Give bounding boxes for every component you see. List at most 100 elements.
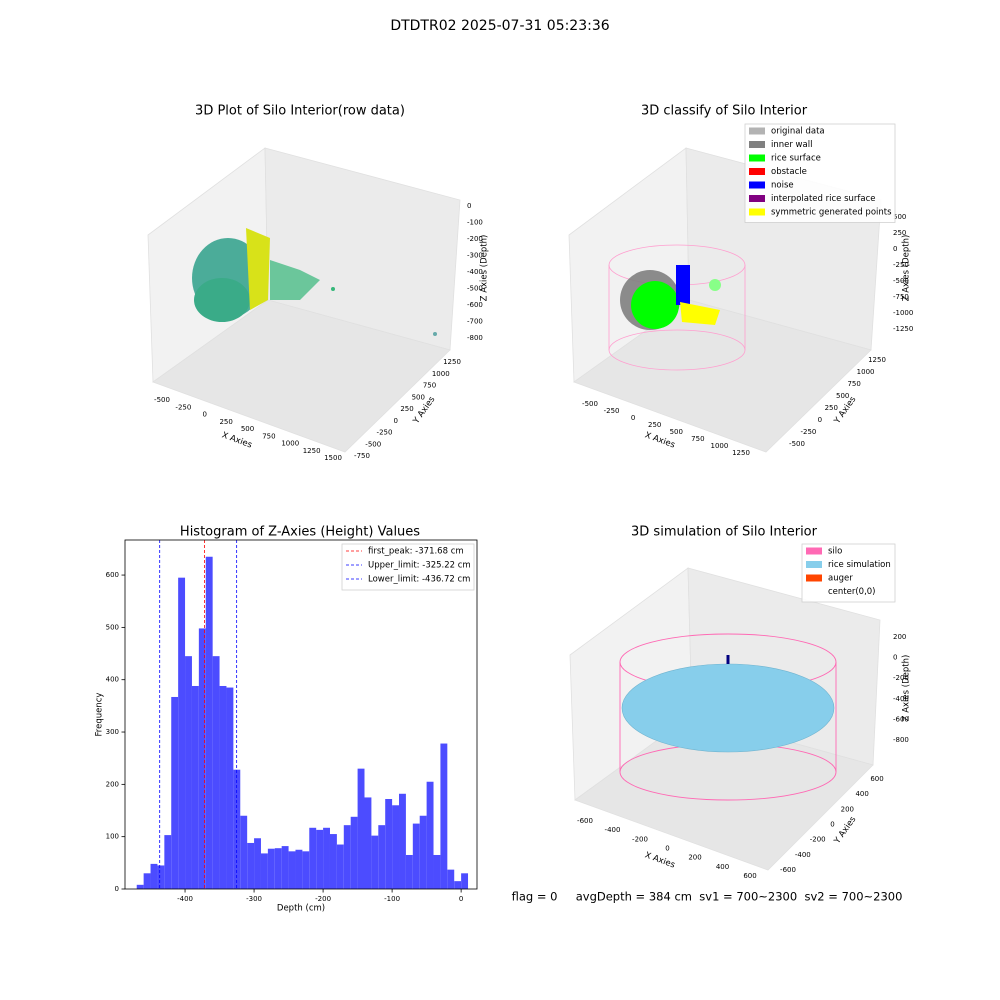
legend-label: Upper_limit: -325.22 cm: [368, 561, 471, 571]
x-tick-label: -400: [177, 895, 193, 903]
legend-box: [341, 543, 475, 591]
bar: [247, 842, 255, 889]
legend-swatch: [749, 168, 765, 175]
legend-label: center(0,0): [828, 587, 876, 597]
y-tick-label: 200: [106, 780, 119, 788]
bar: [440, 743, 448, 889]
y-tick-label: 500: [106, 623, 119, 631]
y-tick-label: -500: [789, 440, 805, 448]
bar: [461, 873, 469, 889]
z-tick-label: -1250: [893, 325, 913, 333]
legend-label: interpolated rice surface: [771, 194, 876, 204]
z-tick-label: 250: [893, 229, 906, 237]
y-tick-label: 200: [841, 805, 854, 813]
bar: [405, 854, 413, 889]
x-tick-label: 400: [716, 863, 729, 871]
bar: [371, 835, 379, 889]
z-tick-label: -300: [467, 252, 483, 260]
legend-swatch: [749, 181, 765, 189]
x-tick-label: -200: [315, 895, 331, 903]
x-tick-label: -250: [175, 403, 191, 411]
x-tick-label: 1250: [303, 447, 321, 455]
bar: [426, 781, 434, 889]
bar: [198, 628, 206, 889]
chart-title: 3D Plot of Silo Interior(row data): [195, 104, 405, 119]
bar: [336, 844, 344, 889]
x-tick-label: 1500: [324, 454, 342, 462]
legend-swatch: [749, 195, 765, 202]
x-tick-label: 250: [648, 421, 661, 429]
x-tick-label: 500: [241, 425, 254, 433]
x-tick-label: 500: [670, 428, 683, 436]
z-tick-label: 0: [893, 245, 897, 253]
x-tick-label: -200: [632, 835, 648, 843]
x-tick-label: -100: [384, 895, 400, 903]
bar: [205, 556, 213, 889]
z-axis-label: Z Axies (Depth): [902, 235, 912, 302]
y-tick-label: 0: [830, 821, 834, 829]
bar: [447, 869, 455, 889]
bar: [226, 687, 234, 889]
bar: [316, 829, 324, 889]
x-tick-label: 1250: [732, 449, 750, 457]
y-tick-label: 1000: [432, 370, 450, 378]
bar: [233, 769, 241, 889]
z-tick-label: -250: [893, 261, 909, 269]
z-tick-label: 500: [893, 213, 906, 221]
legend-label: inner wall: [771, 140, 812, 150]
x-tick-label: -500: [154, 396, 170, 404]
y-tick-label: 0: [115, 885, 119, 893]
x-tick-label: -500: [582, 400, 598, 408]
y-tick-label: 400: [106, 676, 119, 684]
bar: [385, 799, 393, 889]
bar: [185, 656, 192, 889]
x-tick-label: -300: [246, 895, 262, 903]
plot-frame: [124, 539, 478, 890]
y-tick-label: 500: [836, 392, 849, 400]
bar: [267, 848, 275, 889]
z-tick-label: -400: [467, 268, 483, 276]
bar: [143, 873, 151, 889]
bar: [309, 827, 317, 889]
point-cloud-2: [608, 244, 746, 371]
legend-label: rice surface: [771, 154, 821, 164]
bar: [329, 834, 337, 889]
bar: [323, 827, 330, 889]
y-tick-label: -400: [795, 851, 811, 859]
bar: [295, 849, 303, 889]
bar: [399, 793, 406, 889]
legend-label: obstacle: [771, 167, 807, 177]
chart-title: 3D classify of Silo Interior: [641, 104, 808, 119]
y-tick-label: -600: [780, 866, 796, 874]
legend-swatch: [806, 574, 822, 582]
bar: [364, 797, 372, 889]
y-tick-label: 750: [847, 380, 860, 388]
x-tick-label: -250: [604, 407, 620, 415]
x-tick-label: 0: [631, 414, 635, 422]
z-tick-label: -100: [467, 219, 483, 227]
bar: [157, 865, 165, 889]
z-tick-label: -600: [467, 301, 483, 309]
bar: [274, 848, 282, 889]
bar: [350, 816, 358, 889]
legend-label: auger: [828, 574, 853, 584]
x-tick-label: 0: [665, 845, 669, 853]
z-tick-label: 0: [893, 654, 897, 662]
bar: [281, 846, 289, 889]
legend-label: original data: [771, 127, 825, 137]
bar: [392, 805, 400, 889]
x-tick-label: 750: [691, 435, 704, 443]
x-tick-label: 200: [688, 854, 701, 862]
z-axis-label: Z Axies (Depth): [902, 655, 912, 722]
chart-title: Histogram of Z-Axies (Height) Values: [180, 525, 420, 540]
bar: [219, 685, 227, 889]
y-tick-label: 250: [400, 405, 413, 413]
bar: [171, 696, 179, 889]
chart-title: 3D simulation of Silo Interior: [631, 525, 818, 540]
y-tick-label: 750: [423, 382, 436, 390]
legend-swatch: [806, 547, 822, 555]
bar: [150, 863, 158, 889]
bar: [419, 815, 427, 889]
y-tick-label: -750: [354, 452, 370, 460]
